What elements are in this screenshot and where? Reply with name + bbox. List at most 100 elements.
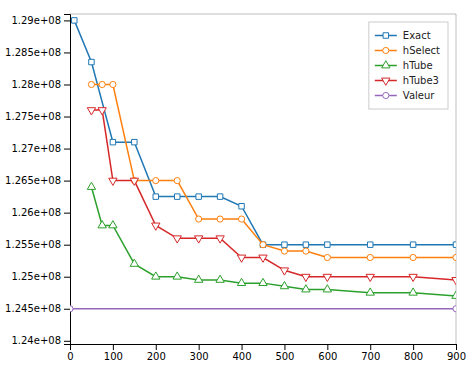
marker (281, 248, 287, 254)
tick-mark (242, 344, 243, 350)
tick: 500 (275, 344, 294, 362)
tick-mark (456, 344, 457, 350)
marker (109, 221, 117, 228)
marker (453, 306, 456, 312)
marker (152, 223, 160, 230)
axis-line (71, 345, 457, 351)
tick-label: 400 (233, 351, 252, 362)
legend-box (369, 22, 448, 109)
marker (452, 278, 456, 285)
marker (410, 242, 415, 247)
legend-label: hTube (403, 60, 433, 71)
tick: 1.26e+08 (11, 207, 70, 218)
marker (367, 254, 373, 260)
tick-label: 300 (190, 351, 209, 362)
legend-marker (383, 92, 389, 98)
marker (409, 274, 417, 281)
tick: 1.255e+08 (5, 239, 70, 250)
tick-label: 1.24e+08 (11, 335, 61, 346)
y-axis: 1.24e+08 1.245e+08 1.25e+08 1.255e+08 1.26e+… (5, 15, 70, 347)
line (91, 84, 456, 257)
marker (323, 274, 331, 281)
x-axis: 0100200300400500600700800900 (67, 344, 466, 362)
tick-mark (64, 277, 70, 278)
tick: 800 (404, 344, 423, 362)
tick-label: 1.28e+08 (11, 79, 61, 90)
tick: 1.245e+08 (5, 303, 70, 314)
tick: 1.27e+08 (11, 143, 70, 154)
tick-mark (64, 245, 70, 246)
marker (325, 242, 330, 247)
marker (174, 178, 180, 184)
marker (70, 306, 73, 312)
marker (216, 236, 224, 243)
marker (453, 242, 456, 247)
marker (99, 81, 105, 87)
tick-mark (64, 181, 70, 182)
marker (153, 178, 159, 184)
marker (152, 272, 160, 279)
tick-mark (113, 344, 114, 350)
marker (302, 274, 310, 281)
chart: 01002003004005006007008009001.24e+081.24… (0, 0, 474, 374)
legend-label: hSelect (403, 45, 440, 56)
marker (216, 275, 224, 282)
tick: 400 (233, 344, 252, 362)
marker (366, 288, 374, 295)
tick-label: 600 (318, 351, 337, 362)
tick: 1.29e+08 (11, 15, 70, 26)
axis-line (64, 15, 71, 345)
line (74, 20, 456, 244)
marker (110, 139, 115, 144)
tick-mark (64, 52, 70, 53)
marker (72, 18, 77, 23)
tick: 600 (318, 344, 337, 362)
marker (410, 254, 416, 260)
tick: 1.285e+08 (5, 47, 70, 58)
tick-mark (64, 149, 70, 150)
tick-mark (199, 344, 200, 350)
tick-mark (284, 344, 285, 350)
marker (98, 108, 106, 115)
tick-label: 1.265e+08 (5, 175, 61, 186)
marker (130, 178, 138, 185)
legend-entry: hTube (375, 60, 433, 71)
tick-label: 1.275e+08 (5, 111, 61, 122)
marker (87, 108, 95, 115)
legend-entry: hTube3 (375, 75, 439, 86)
tick-mark (156, 344, 157, 350)
frame (70, 14, 456, 15)
legend-label: hTube3 (403, 75, 439, 86)
marker (195, 275, 203, 282)
marker (259, 278, 267, 285)
tick-label: 1.245e+08 (5, 303, 61, 314)
legend-marker (382, 78, 390, 85)
tick-mark (64, 20, 70, 21)
tick-label: 500 (275, 351, 294, 362)
marker (89, 59, 94, 64)
tick-mark (370, 344, 371, 350)
marker (217, 194, 222, 199)
marker (217, 216, 223, 222)
plot: 01002003004005006007008009001.24e+081.24… (5, 14, 466, 362)
marker (366, 274, 374, 281)
tick-label: 0 (67, 351, 73, 362)
marker (260, 242, 265, 247)
marker (237, 278, 245, 285)
tick-label: 100 (104, 351, 123, 362)
marker (303, 248, 309, 254)
marker (367, 242, 372, 247)
marker (110, 81, 116, 87)
tick: 700 (361, 344, 380, 362)
marks (70, 18, 456, 312)
marker (409, 288, 417, 295)
tick-mark (64, 84, 70, 85)
legend-entry: Valeur (375, 90, 435, 101)
tick-label: 800 (404, 351, 423, 362)
marker (195, 236, 203, 243)
marker (280, 282, 288, 289)
tick-label: 1.25e+08 (11, 271, 61, 282)
marker (239, 203, 244, 208)
marker (453, 254, 456, 260)
tick-label: 1.27e+08 (11, 143, 61, 154)
